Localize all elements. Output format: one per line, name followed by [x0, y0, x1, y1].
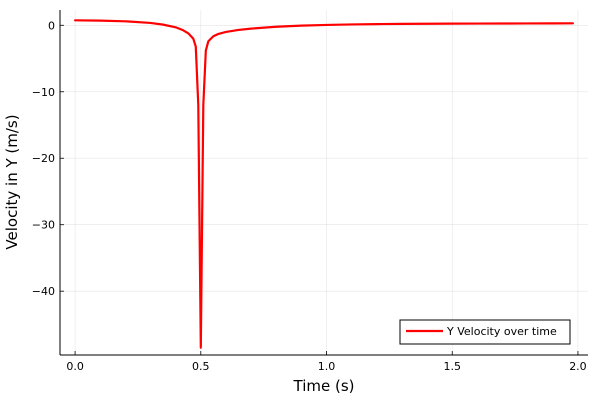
ticks-layer: 0.0 0.5 1.0 1.5 2.0 0 −10 −20 −30 −40 [32, 19, 587, 373]
legend: Y Velocity over time [399, 319, 571, 345]
series-line [73, 19, 575, 349]
series-layer [73, 19, 575, 349]
x-tick-label: 1.5 [443, 360, 461, 373]
y-tick-label: 0 [48, 19, 55, 32]
y-axis-title: Velocity in Y (m/s) [3, 114, 21, 249]
x-tick-label: 0.0 [66, 360, 84, 373]
y-tick-label: −10 [32, 86, 55, 99]
y-tick-label: −20 [32, 152, 55, 165]
legend-label: Y Velocity over time [446, 325, 557, 338]
x-axis-title: Time (s) [293, 377, 355, 395]
x-tick-label: 1.0 [318, 360, 336, 373]
axes-layer [59, 10, 588, 356]
y-tick-label: −30 [32, 219, 55, 232]
y-tick-label: −40 [32, 285, 55, 298]
x-tick-label: 2.0 [569, 360, 587, 373]
x-tick-label: 0.5 [192, 360, 210, 373]
